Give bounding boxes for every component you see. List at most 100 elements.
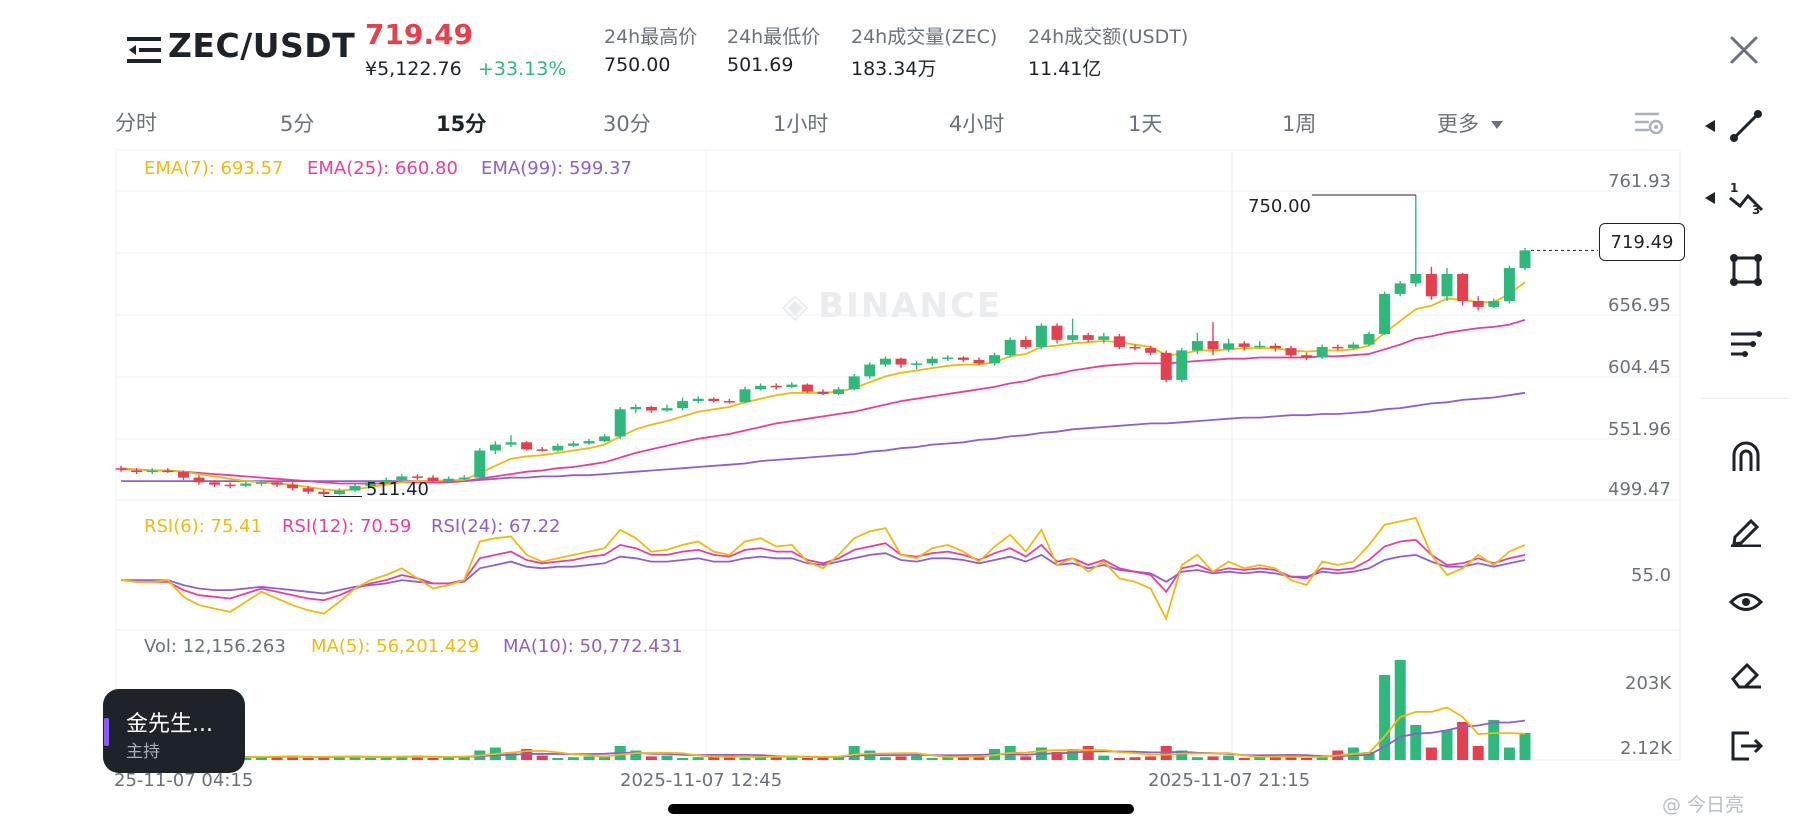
volume-bar	[1285, 755, 1297, 760]
stat-label-low: 24h最低价	[727, 26, 821, 48]
magnet-icon[interactable]	[1724, 434, 1768, 478]
exit-icon[interactable]	[1724, 724, 1768, 768]
volume-bar	[1394, 660, 1406, 760]
tab-1d[interactable]: 1天	[1128, 112, 1163, 136]
volume-bar	[287, 755, 299, 760]
candle-body	[833, 389, 845, 395]
candle-body	[770, 385, 782, 388]
close-icon[interactable]	[1728, 34, 1760, 66]
low-marker: 511.40	[366, 479, 429, 500]
candle-body	[162, 470, 174, 473]
volume-bar	[427, 758, 439, 760]
candle-body	[692, 398, 704, 402]
candle-body	[427, 477, 439, 482]
menu-icon[interactable]	[127, 35, 163, 67]
candle-body	[1067, 335, 1079, 340]
home-indicator	[668, 804, 1134, 814]
svg-text:1: 1	[1730, 181, 1738, 195]
volume-bar	[1441, 730, 1453, 760]
candle-body	[536, 449, 548, 451]
candle-body	[131, 470, 143, 473]
rectangle-icon[interactable]	[1724, 248, 1768, 292]
candle-body	[271, 482, 283, 485]
volume-bar	[1316, 757, 1328, 760]
candle-body	[318, 491, 330, 495]
volume-bar	[1254, 757, 1266, 760]
candle-body	[240, 483, 252, 486]
volume-bar	[302, 758, 314, 760]
tab-30m[interactable]: 30分	[603, 112, 651, 136]
volume-bar	[723, 755, 735, 760]
volume-bar	[957, 756, 969, 760]
trend-line-icon[interactable]	[1724, 104, 1768, 148]
candle-body	[864, 364, 876, 377]
volume-bar	[1020, 756, 1032, 760]
ema25-path	[121, 318, 1526, 485]
tab-more[interactable]: 更多	[1437, 108, 1504, 138]
tab-4h[interactable]: 4小时	[949, 112, 1005, 136]
candle-body	[505, 442, 517, 445]
expand-arrow-icon[interactable]	[1700, 176, 1720, 220]
candle-body	[209, 482, 221, 485]
host-card[interactable]	[103, 689, 245, 773]
eraser-icon[interactable]	[1724, 652, 1768, 696]
corner-watermark: @ 今日亮	[1662, 794, 1745, 816]
volume-bar	[1301, 758, 1313, 760]
stat-value-low: 501.69	[727, 54, 794, 76]
candle-body	[1316, 346, 1328, 358]
chart-settings-icon[interactable]	[1634, 108, 1666, 138]
volume-bar	[1363, 752, 1375, 760]
candle-body	[677, 401, 689, 409]
volume-bar	[443, 757, 455, 760]
candle-body	[911, 363, 923, 365]
candle-body	[645, 406, 657, 411]
volume-bar	[1472, 746, 1484, 760]
volume-bar	[240, 758, 252, 760]
volume-bar	[1425, 747, 1437, 760]
volume-bar	[1191, 757, 1203, 760]
volume-bar	[911, 755, 923, 760]
tab-1w[interactable]: 1周	[1282, 112, 1317, 136]
candle-body	[1113, 336, 1125, 347]
candle-body	[879, 358, 891, 365]
chart-grid	[115, 149, 1681, 761]
volume-bar	[1379, 675, 1391, 760]
candle-body	[817, 391, 829, 395]
volume-bar	[879, 757, 891, 760]
settings-lines-icon[interactable]	[1724, 322, 1768, 366]
tab-1h[interactable]: 1小时	[773, 112, 829, 136]
candle-body	[1488, 301, 1500, 307]
tab-15m[interactable]: 15分	[436, 112, 487, 136]
price-cny: ¥5,122.76	[365, 58, 462, 80]
tab-time-sharing[interactable]: 分时	[115, 111, 157, 135]
candle-body	[1254, 345, 1266, 348]
eye-icon[interactable]	[1724, 580, 1768, 624]
volume-bar	[1519, 733, 1531, 760]
volume-bar	[755, 757, 767, 760]
volume-bars	[115, 660, 1531, 760]
volume-bar	[786, 755, 798, 760]
candle-body	[942, 357, 954, 360]
binance-watermark: ◈ BINANCE	[782, 286, 1002, 326]
volume-bar	[365, 758, 377, 760]
candle-body	[895, 358, 907, 365]
pencil-icon[interactable]	[1724, 508, 1768, 552]
candle-body	[396, 476, 408, 480]
price-axis-tick: 551.96	[1608, 419, 1671, 440]
expand-arrow-icon[interactable]	[1700, 104, 1720, 148]
tab-5m[interactable]: 5分	[280, 112, 315, 136]
candle-body	[115, 468, 127, 470]
price-axis-tick: 761.93	[1608, 171, 1671, 192]
volume-bar	[973, 755, 985, 760]
candle-body	[458, 477, 470, 480]
pair-title[interactable]: ZEC/USDT	[168, 26, 356, 65]
volume-bar	[583, 756, 595, 760]
volume-bar	[1129, 757, 1141, 760]
candle-body	[474, 450, 486, 478]
candle-body	[926, 358, 938, 364]
candle-body	[957, 357, 969, 360]
ema99-legend: EMA(99): 599.37	[481, 158, 632, 179]
